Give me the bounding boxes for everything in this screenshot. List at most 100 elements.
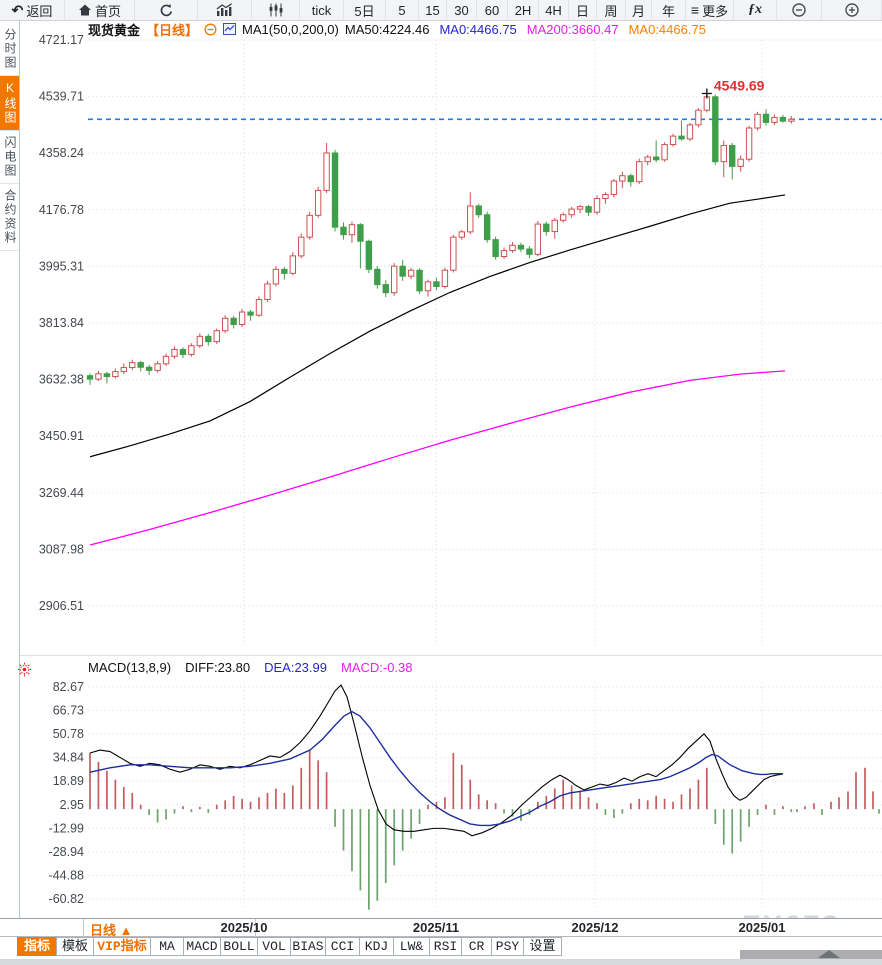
ma-value-3: MA0:4466.75 (628, 21, 706, 37)
svg-text:4358.24: 4358.24 (39, 146, 84, 160)
svg-text:3995.31: 3995.31 (39, 259, 84, 273)
sidebar-item-kline-chart[interactable]: K线图 (0, 76, 19, 131)
tab-模板[interactable]: 模板 (56, 937, 94, 956)
macd-diff-value: DIFF:23.80 (185, 660, 251, 675)
toolbar-btn-zoom-in[interactable] (822, 0, 882, 20)
macd-axis-labels: 82.67 66.73 50.78 34.84 18.89 2.95 -12.99 -28.9… (49, 680, 85, 906)
sidebar-item-time-share-chart[interactable]: 分时图 (0, 23, 19, 76)
toolbar-btn-refresh[interactable] (135, 0, 198, 20)
toolbar-btn-5m[interactable]: 5 (386, 0, 419, 20)
macd-diff-line (89, 684, 784, 837)
toolbar-btn-30m[interactable]: 30 (447, 0, 477, 20)
toolbar-btn-tick[interactable]: tick (300, 0, 344, 20)
sidebar-item-contract-info[interactable]: 合约资料 (0, 184, 19, 251)
tab-设置[interactable]: 设置 (523, 937, 562, 956)
period-badge: 【日线】 (146, 22, 199, 38)
tab-rsi[interactable]: RSI (429, 937, 462, 956)
toolbar-btn-2h[interactable]: 2H (508, 0, 539, 20)
svg-text:2.95: 2.95 (60, 798, 84, 812)
macd-title: MACD(13,8,9) (88, 660, 172, 675)
peak-marker (701, 88, 712, 99)
svg-text:82.67: 82.67 (53, 680, 84, 694)
toolbar-btn-month[interactable]: 月 (626, 0, 652, 20)
price-gridlines (88, 39, 882, 645)
divider (83, 919, 84, 937)
tab-cci[interactable]: CCI (325, 937, 360, 956)
toolbar-btn-60m[interactable]: 60 (477, 0, 508, 20)
chart-type-sidebar: 分时图 K线图 闪电图 合约资料 (0, 20, 20, 918)
macd-histogram (89, 750, 880, 910)
tab-bias[interactable]: BIAS (290, 937, 326, 956)
toolbar-btn-fx[interactable]: ƒx (734, 0, 777, 20)
horizontal-scrollbar-thumb[interactable] (740, 950, 882, 959)
toolbar-btn-more[interactable]: ≡ 更多 (686, 0, 734, 20)
toolbar-btn-year[interactable]: 年 (652, 0, 686, 20)
tab-boll[interactable]: BOLL (220, 937, 258, 956)
svg-text:66.73: 66.73 (53, 704, 84, 718)
tab-vip指标[interactable]: VIP指标 (93, 937, 151, 956)
svg-text:-28.94: -28.94 (49, 845, 84, 859)
svg-text:3450.91: 3450.91 (39, 429, 84, 443)
x-axis-label-1: 2025/11 (412, 920, 460, 935)
toolbar-btn-home[interactable]: 首页 (65, 0, 135, 20)
candles (86, 93, 795, 385)
toolbar-btn-chart-line[interactable] (198, 0, 252, 20)
tab-kdj[interactable]: KDJ (359, 937, 394, 956)
peak-price-label: 4549.69 (714, 77, 765, 93)
indicator-tabs: 指标 模板 VIP指标 MA MACD BOLL VOL BIAS CCI KDJ LW& RSI CR… (0, 937, 882, 958)
svg-text:4721.17: 4721.17 (39, 33, 84, 47)
tab-vol[interactable]: VOL (257, 937, 291, 956)
ma-value-2: MA200:3660.47 (526, 21, 619, 37)
toolbar-btn-week[interactable]: 周 (597, 0, 626, 20)
toolbar-btn-4h[interactable]: 4H (539, 0, 569, 20)
ma-values: MA50:4224.46 MA0:4466.75 MA200:3660.47 MA0:… (345, 22, 716, 37)
scroll-up-arrow-icon[interactable] (818, 950, 840, 958)
ma50-line (89, 194, 786, 458)
tab-macd[interactable]: MACD (183, 937, 221, 956)
ma-value-1: MA0:4466.75 (439, 21, 517, 37)
svg-text:-44.88: -44.88 (49, 868, 84, 882)
remove-indicator-icon[interactable] (204, 23, 217, 36)
chart-header: 现货黄金 【日线】 MA1(50,0,200,0) MA50:4224.46 MA… (88, 21, 716, 38)
svg-text:-12.99: -12.99 (49, 821, 84, 835)
svg-text:4539.71: 4539.71 (39, 90, 84, 104)
tab-指标[interactable]: 指标 (17, 937, 57, 956)
tab-ma[interactable]: MA (150, 937, 184, 956)
sidebar-item-lightning-chart[interactable]: 闪电图 (0, 131, 19, 184)
svg-text:34.84: 34.84 (53, 751, 84, 765)
svg-text:-60.82: -60.82 (49, 892, 84, 906)
svg-text:18.89: 18.89 (53, 774, 84, 788)
svg-text:50.78: 50.78 (53, 727, 84, 741)
date-axis-row: 日线 ▲ 2025/10 2025/11 2025/12 2025/01 (0, 918, 882, 938)
svg-text:3087.98: 3087.98 (39, 542, 84, 556)
x-axis-label-3: 2025/01 (738, 920, 786, 935)
svg-text:3269.44: 3269.44 (39, 486, 84, 500)
toolbar-btn-candlestick[interactable] (252, 0, 300, 20)
toolbar-btn-back[interactable]: ↶ 返回 (0, 0, 65, 20)
divider (255, 919, 256, 937)
x-axis-label-2: 2025/12 (571, 920, 619, 935)
price-axis-labels: 4721.17 4539.71 4358.24 4176.78 3995.31 3813.… (39, 33, 84, 613)
macd-macd-value: MACD:-0.38 (340, 660, 413, 675)
toolbar-btn-5d[interactable]: 5日 (344, 0, 386, 20)
symbol-name: 现货黄金 (88, 22, 141, 38)
ma-settings: MA1(50,0,200,0) (242, 21, 339, 37)
toolbar-btn-15m[interactable]: 15 (419, 0, 447, 20)
ma-value-0: MA50:4224.46 (344, 21, 430, 37)
period-selector[interactable]: 日线 ▲ (90, 923, 133, 938)
toolbar-btn-zoom-out[interactable] (777, 0, 822, 20)
svg-text:3632.38: 3632.38 (39, 373, 84, 387)
macd-dea-value: DEA:23.99 (264, 660, 327, 675)
tab-cr[interactable]: CR (461, 937, 492, 956)
mini-chart-icon[interactable] (223, 23, 237, 35)
indicator-settings-icon[interactable] (17, 662, 32, 682)
price-and-macd-chart[interactable]: 4549.69 4721.17 4539.71 4358.24 4176.78 3995.… (20, 20, 882, 918)
tab-lw[interactable]: LW& (393, 937, 430, 956)
toolbar-btn-day[interactable]: 日 (569, 0, 597, 20)
svg-text:4176.78: 4176.78 (39, 203, 84, 217)
tab-psy[interactable]: PSY (491, 937, 524, 956)
macd-gridlines (88, 682, 882, 910)
svg-text:2906.51: 2906.51 (39, 599, 84, 613)
ma200-line (89, 370, 786, 546)
